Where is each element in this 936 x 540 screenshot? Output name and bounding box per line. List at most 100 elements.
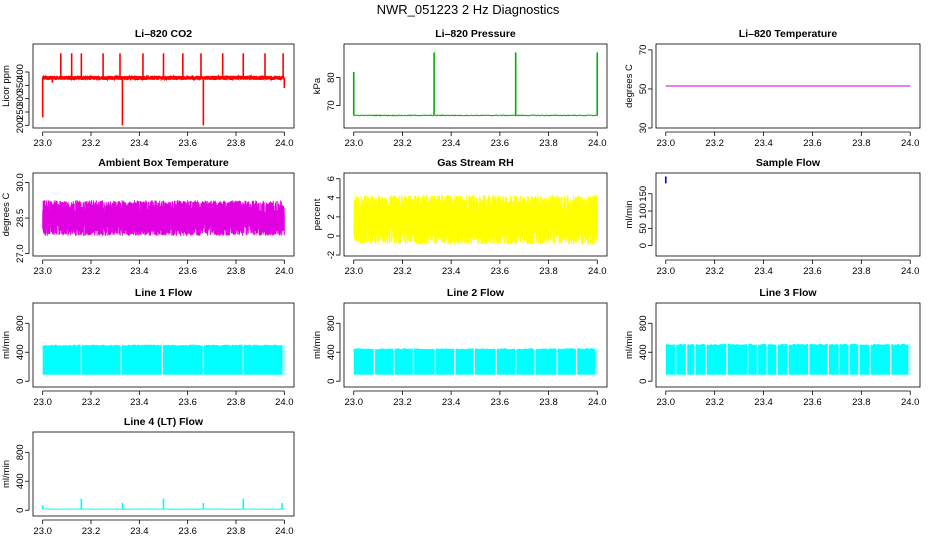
x-tick-label-line1: 23.4: [130, 397, 149, 408]
x-tick-label-licor-temp: 23.8: [852, 138, 871, 149]
y-tick-label-co2: 300: [15, 91, 26, 107]
series-line4: [41, 498, 285, 510]
x-tick-label-sample-flow: 23.0: [657, 266, 676, 277]
plot-frame-line1: [32, 302, 295, 388]
panel-rh: Gas Stream RH 23.0 23.2 23.4 23.6 23.8 24.0 -2 0…: [312, 157, 608, 277]
panel-title-line3: Line 3 Flow: [759, 287, 817, 299]
panel-title-pressure: Li–820 Pressure: [435, 28, 516, 40]
x-tick-label-line4: 23.6: [178, 526, 197, 537]
series-box-temp: [42, 200, 285, 236]
panel-line2: Line 2 Flow 23.0 23.2 23.4 23.6 23.8 24.0 0 400 8…: [312, 287, 608, 408]
y-tick-label-sample-flow: 100: [638, 203, 649, 219]
y-tick-label-co2: 200: [15, 117, 26, 133]
plot-frame-line3: [655, 302, 921, 388]
x-tick-label-co2: 23.6: [178, 138, 197, 149]
x-tick-label-box-temp: 23.8: [227, 266, 246, 277]
x-tick-label-pressure: 23.4: [442, 138, 461, 149]
y-tick-label-licor-temp: 30: [638, 123, 649, 134]
x-tick-label-sample-flow: 23.6: [803, 266, 822, 277]
x-tick-label-licor-temp: 23.2: [705, 138, 724, 149]
x-tick-label-co2: 24.0: [275, 138, 294, 149]
y-tick-label-sample-flow: 0: [638, 243, 649, 248]
x-tick-label-pressure: 24.0: [588, 138, 607, 149]
x-tick-label-line3: 23.0: [657, 397, 676, 408]
y-tick-label-sample-flow: 50: [638, 223, 649, 234]
y-tick-label-co2: 250: [15, 104, 26, 120]
y-tick-label-co2: 350: [15, 77, 26, 93]
x-tick-label-sample-flow: 23.2: [705, 266, 724, 277]
y-tick-label-line3: 800: [638, 315, 649, 331]
x-tick-label-co2: 23.4: [130, 138, 149, 149]
panel-licor-temp: Li–820 Temperature 23.0 23.2 23.4 23.6 23.8 24…: [624, 28, 921, 149]
x-tick-label-licor-temp: 24.0: [901, 138, 920, 149]
plot-frame-box-temp: [32, 172, 295, 257]
x-tick-label-rh: 23.8: [539, 266, 558, 277]
figure-title: NWR_051223 2 Hz Diagnostics: [377, 2, 560, 17]
x-tick-label-line1: 23.8: [227, 397, 246, 408]
series-pressure: [352, 52, 599, 117]
x-tick-label-pressure: 23.8: [539, 138, 558, 149]
x-tick-label-pressure: 23.0: [344, 138, 363, 149]
panel-line4: Line 4 (LT) Flow 23.0 23.2 23.4 23.6 23.8 24.0…: [1, 416, 295, 537]
y-tick-label-rh: 0: [326, 233, 337, 238]
x-tick-label-sample-flow: 23.4: [754, 266, 773, 277]
y-tick-label-line4: 0: [15, 508, 26, 513]
x-tick-label-pressure: 23.6: [491, 138, 510, 149]
x-tick-label-line1: 24.0: [275, 397, 294, 408]
panel-title-line2: Line 2 Flow: [447, 287, 505, 299]
y-tick-label-line1: 800: [15, 315, 26, 331]
panel-sample-flow: Sample Flow 23.0 23.2 23.4 23.6 23.8 24.0 0 50 10…: [624, 157, 921, 277]
x-tick-label-line4: 23.4: [130, 526, 149, 537]
y-tick-label-line1: 400: [15, 344, 26, 360]
x-tick-label-box-temp: 23.4: [130, 266, 149, 277]
panel-title-sample-flow: Sample Flow: [756, 157, 821, 169]
plot-frame-line2: [343, 302, 608, 388]
x-tick-label-line1: 23.0: [33, 397, 52, 408]
x-tick-label-line3: 23.2: [705, 397, 724, 408]
series-line1: [42, 343, 285, 376]
panel-title-licor-temp: Li–820 Temperature: [739, 28, 838, 40]
panel-title-co2: Li–820 CO2: [135, 28, 192, 40]
x-tick-label-line2: 24.0: [588, 397, 607, 408]
x-tick-label-line4: 23.0: [33, 526, 52, 537]
x-tick-label-line4: 23.2: [82, 526, 101, 537]
x-tick-label-rh: 24.0: [588, 266, 607, 277]
series-co2: [41, 53, 286, 126]
y-tick-label-line2: 0: [326, 379, 337, 384]
x-tick-label-rh: 23.0: [344, 266, 363, 277]
y-tick-label-line2: 400: [326, 344, 337, 360]
x-tick-label-line3: 23.8: [852, 397, 871, 408]
y-tick-label-line1: 0: [15, 379, 26, 384]
x-tick-label-line2: 23.6: [491, 397, 510, 408]
y-tick-label-box-temp: 30.0: [15, 173, 26, 192]
y-tick-label-line3: 0: [638, 379, 649, 384]
y-tick-label-rh: 4: [326, 195, 337, 200]
x-tick-label-box-temp: 23.6: [178, 266, 197, 277]
panel-title-line1: Line 1 Flow: [135, 287, 193, 299]
plot-frame-pressure: [343, 43, 608, 129]
x-tick-label-line1: 23.6: [178, 397, 197, 408]
x-tick-label-line3: 24.0: [901, 397, 920, 408]
x-tick-label-line2: 23.4: [442, 397, 461, 408]
panel-box-temp: Ambient Box Temperature 23.0 23.2 23.4 23.6 2…: [1, 157, 295, 277]
series-line-co2: [42, 73, 285, 82]
x-tick-label-line3: 23.6: [803, 397, 822, 408]
x-tick-label-box-temp: 23.2: [82, 266, 101, 277]
y-tick-label-rh: 6: [326, 176, 337, 181]
flow-band-line1: [42, 345, 285, 375]
y-tick-label-co2: 400: [15, 64, 26, 80]
x-tick-label-box-temp: 24.0: [275, 266, 294, 277]
plot-frame-rh: [343, 172, 608, 257]
x-tick-label-box-temp: 23.0: [33, 266, 52, 277]
x-tick-label-licor-temp: 23.4: [754, 138, 773, 149]
y-tick-label-rh: 2: [326, 214, 337, 219]
y-axis-label-line2: ml/min: [312, 331, 323, 359]
panel-co2: Li–820 CO2 23.0 23.2 23.4 23.6 23.8 24.0 200250…: [1, 28, 295, 149]
plot-frame-line4: [32, 431, 295, 517]
y-tick-label-pressure: 70: [326, 100, 337, 111]
x-tick-label-co2: 23.2: [82, 138, 101, 149]
y-tick-label-line2: 800: [326, 315, 337, 331]
flow-top-line1: [42, 344, 285, 348]
y-axis-label-line1: ml/min: [1, 331, 12, 359]
